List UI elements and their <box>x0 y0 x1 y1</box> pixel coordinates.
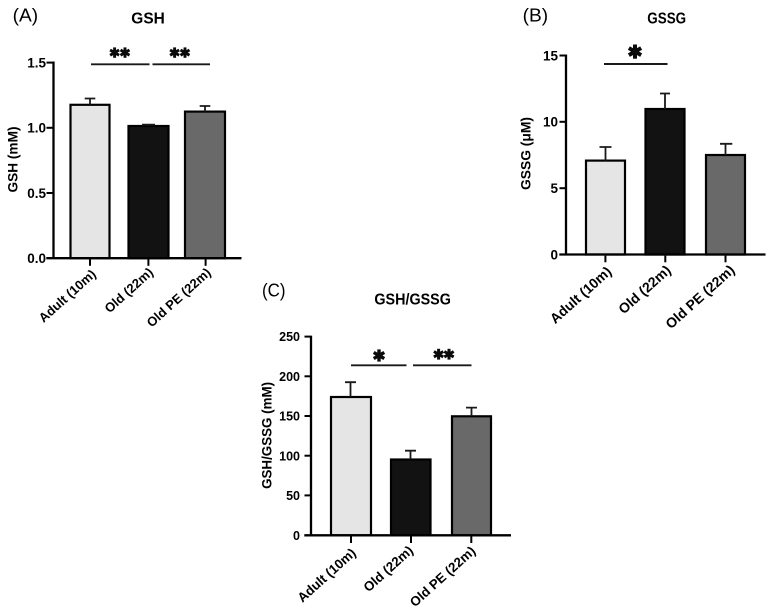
svg-text:250: 250 <box>279 330 300 344</box>
svg-text:5: 5 <box>550 181 558 196</box>
svg-text:200: 200 <box>279 370 300 384</box>
svg-text:GSH/GSSG (mM): GSH/GSSG (mM) <box>259 382 275 489</box>
svg-text:100: 100 <box>279 449 300 463</box>
svg-text:0.5: 0.5 <box>27 186 46 201</box>
svg-text:GSSG: GSSG <box>647 11 686 28</box>
svg-text:10: 10 <box>543 115 558 130</box>
svg-text:150: 150 <box>279 410 300 424</box>
svg-text:GSH: GSH <box>131 11 165 28</box>
svg-text:50: 50 <box>286 489 300 503</box>
svg-text:(A): (A) <box>13 5 38 25</box>
svg-text:1.0: 1.0 <box>27 121 46 136</box>
svg-text:0: 0 <box>550 247 558 262</box>
svg-text:0.0: 0.0 <box>27 251 46 266</box>
svg-text:15: 15 <box>543 48 559 63</box>
svg-text:(C): (C) <box>262 280 286 300</box>
svg-text:GSH (mM): GSH (mM) <box>5 127 21 193</box>
svg-text:0: 0 <box>293 529 300 543</box>
svg-text:(B): (B) <box>523 5 549 25</box>
svg-text:GSH/GSSG: GSH/GSSG <box>374 292 451 309</box>
svg-text:GSSG (μM): GSSG (μM) <box>518 117 534 190</box>
svg-text:1.5: 1.5 <box>27 56 46 71</box>
